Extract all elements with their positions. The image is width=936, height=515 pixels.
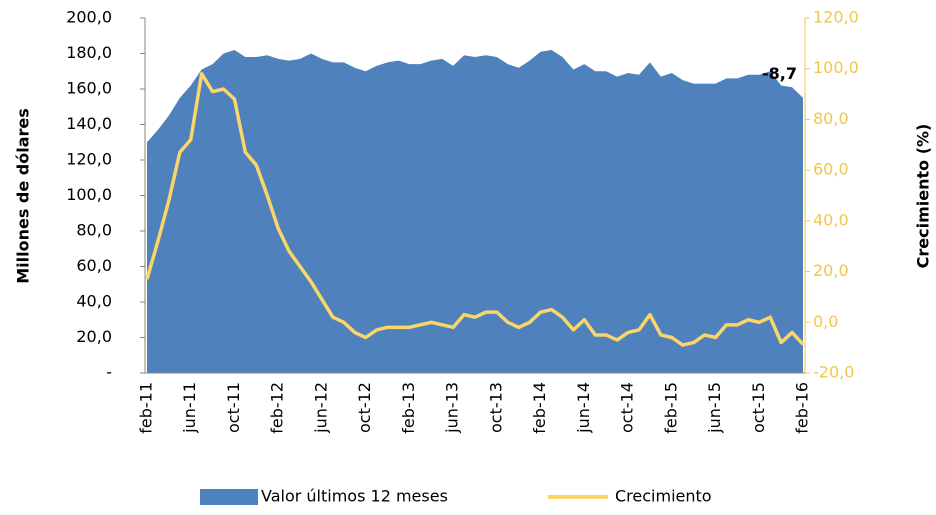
x-tick-label: feb-16 bbox=[793, 382, 812, 434]
x-tick-label: feb-12 bbox=[268, 382, 287, 434]
y2-axis-title: Crecimiento (%) bbox=[914, 124, 933, 269]
y-tick-label: 160,0 bbox=[66, 79, 112, 98]
y-tick-label: 180,0 bbox=[66, 43, 112, 62]
y-tick-label: - bbox=[106, 363, 112, 382]
legend-label: Crecimiento bbox=[615, 487, 712, 506]
y2-tick-label: 40,0 bbox=[813, 210, 849, 229]
y2-tick-label: 120,0 bbox=[813, 8, 859, 27]
y2-tick-label: -20,0 bbox=[813, 363, 854, 382]
legend-label: Valor últimos 12 meses bbox=[261, 487, 448, 506]
y2-tick-label: 0,0 bbox=[813, 312, 838, 331]
x-tick-label: oct-11 bbox=[224, 382, 243, 433]
x-tick-label: oct-14 bbox=[618, 382, 637, 433]
y2-tick-label: 20,0 bbox=[813, 261, 849, 280]
y-tick-label: 100,0 bbox=[66, 185, 112, 204]
x-tick-label: feb-13 bbox=[399, 382, 418, 434]
y-tick-label: 140,0 bbox=[66, 114, 112, 133]
x-tick-label: jun-12 bbox=[311, 382, 330, 434]
x-tick-label: oct-13 bbox=[486, 382, 505, 433]
y2-tick-label: 100,0 bbox=[813, 58, 859, 77]
y-tick-label: 20,0 bbox=[76, 327, 112, 346]
y-tick-label: 200,0 bbox=[66, 8, 112, 27]
y-axis-title: Millones de dólares bbox=[14, 108, 33, 284]
line bbox=[145, 72, 805, 347]
y2-tick-label: 60,0 bbox=[813, 160, 849, 179]
area bbox=[147, 49, 803, 373]
y-tick-label: 40,0 bbox=[76, 292, 112, 311]
x-tick-label: jun-15 bbox=[705, 382, 724, 434]
y-tick-label: 60,0 bbox=[76, 256, 112, 275]
x-tick-label: jun-14 bbox=[574, 382, 593, 434]
data-label: -8,7 bbox=[762, 64, 797, 83]
x-tick-label: oct-12 bbox=[355, 382, 374, 433]
y2-tick-label: 80,0 bbox=[813, 109, 849, 128]
x-tick-label: feb-11 bbox=[137, 382, 156, 434]
x-tick-label: jun-11 bbox=[180, 382, 199, 434]
y-tick-label: 120,0 bbox=[66, 150, 112, 169]
x-tick-label: feb-14 bbox=[530, 382, 549, 434]
x-tick-label: jun-13 bbox=[443, 382, 462, 434]
y-tick-label: 80,0 bbox=[76, 221, 112, 240]
legend-swatch bbox=[200, 489, 258, 505]
x-tick-label: feb-15 bbox=[661, 382, 680, 434]
x-tick-label: oct-15 bbox=[749, 382, 768, 433]
